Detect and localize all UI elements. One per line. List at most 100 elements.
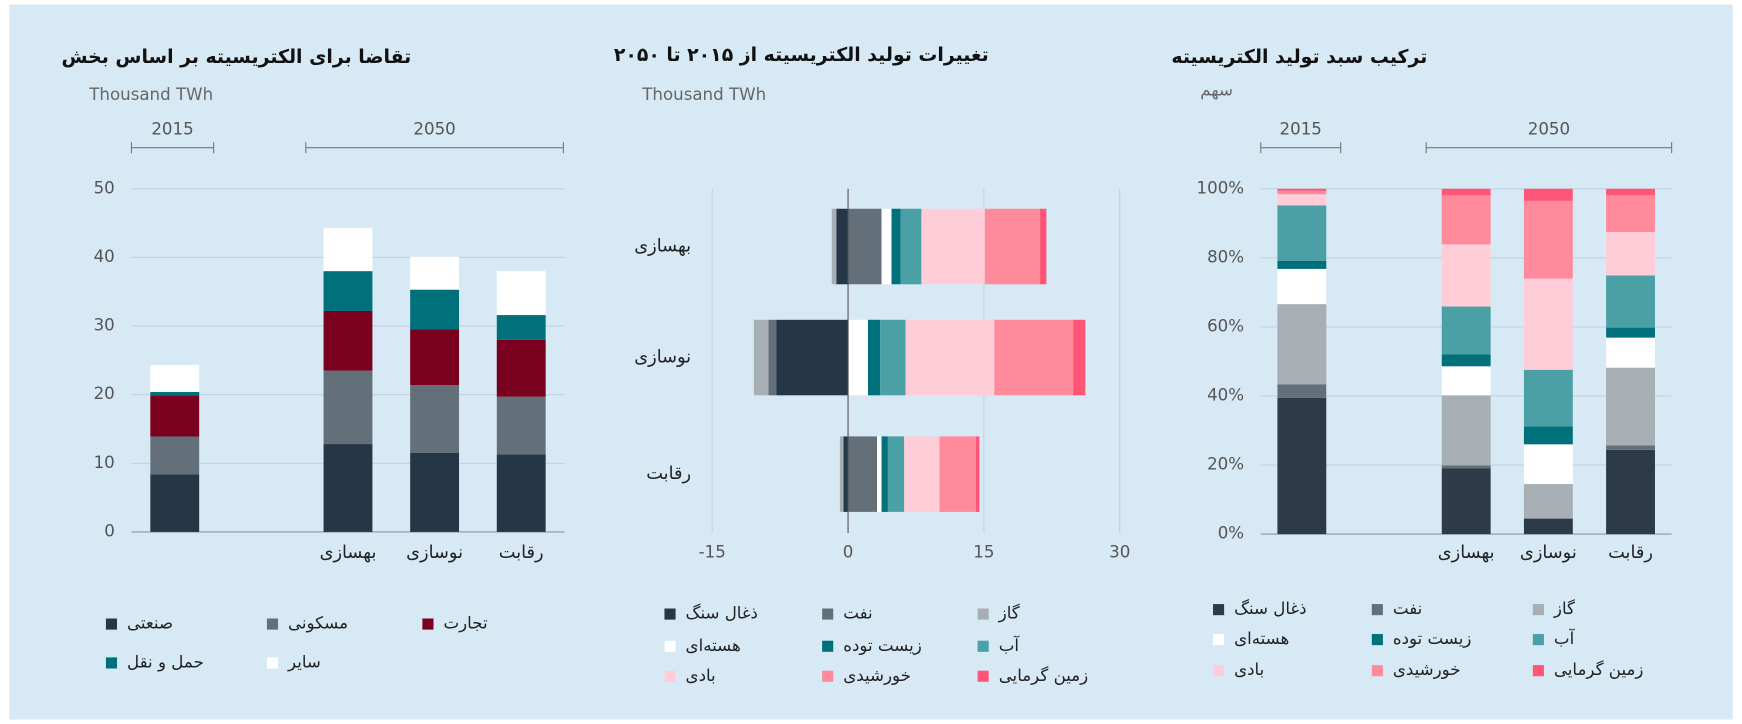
bar-segment <box>1523 369 1573 427</box>
bar-segment <box>839 436 844 512</box>
bar-segment <box>323 310 373 371</box>
legend-label: زمین گرمایی <box>999 666 1089 685</box>
bar-segment <box>410 289 460 330</box>
legend-label: هسته‌ای <box>686 636 741 655</box>
y-tick-label: 100% <box>1197 178 1245 197</box>
x-tick-label: -15 <box>699 542 726 561</box>
group-label: 2015 <box>1280 119 1322 138</box>
bar-segment <box>1606 337 1655 368</box>
legend-marker <box>422 618 434 630</box>
legend-label: زیست توده <box>1393 629 1472 648</box>
bar-segment <box>905 319 995 396</box>
bar-segment <box>831 208 837 285</box>
bar-segment <box>848 319 868 396</box>
y-tick-label: 20% <box>1207 455 1244 474</box>
bar-segment <box>994 319 1074 396</box>
bar-segment <box>921 208 985 285</box>
y-tick-label: 80% <box>1207 247 1244 266</box>
y-tick-label: رقابت <box>646 464 691 484</box>
bar-segment <box>150 395 200 437</box>
bar-segment <box>1277 384 1327 398</box>
legend-marker <box>1213 634 1225 646</box>
legend-label: خورشیدی <box>1393 660 1461 679</box>
bar-segment <box>1441 366 1491 396</box>
legend-marker <box>1371 634 1383 646</box>
bar-segment <box>900 208 922 285</box>
x-tick-label: رقابت <box>1608 543 1653 563</box>
legend-marker <box>977 640 989 652</box>
bar-segment <box>1523 278 1573 370</box>
legend-label: حمل و نقل <box>127 652 204 671</box>
bar-segment <box>768 319 777 396</box>
group-label: 2050 <box>413 119 455 138</box>
bar-segment <box>881 208 892 285</box>
chart-title: ترکیب سبد تولید الکتریسیته <box>1171 46 1427 68</box>
legend-marker <box>1371 604 1383 616</box>
legend-marker <box>977 608 989 620</box>
bar-segment <box>1523 518 1573 535</box>
legend-label: گاز <box>1553 599 1575 618</box>
x-tick-label: 15 <box>973 542 994 561</box>
bar-segment <box>1523 444 1573 485</box>
bar-segment <box>848 436 878 512</box>
bar-segment <box>776 319 849 396</box>
legend-label: گاز <box>998 604 1020 623</box>
bar-segment <box>1277 304 1327 385</box>
legend-label: هسته‌ای <box>1234 629 1289 648</box>
legend-marker <box>1532 634 1544 646</box>
legend-label: خورشیدی <box>843 666 911 685</box>
bar-segment <box>323 370 373 445</box>
x-tick-label: بهسازی <box>320 543 377 563</box>
bar-segment <box>410 256 460 290</box>
y-tick-label: نوسازی <box>634 348 691 368</box>
y-tick-label: 20 <box>94 384 115 403</box>
bar-segment <box>939 436 976 512</box>
legend-marker <box>266 657 279 669</box>
bar-segment <box>1277 260 1327 269</box>
bar-segment <box>843 436 849 512</box>
bar-segment <box>880 319 906 396</box>
bar-segment <box>877 436 882 512</box>
legend-marker <box>664 640 676 652</box>
bar-segment <box>1523 200 1573 279</box>
x-tick-label: 0 <box>843 542 854 561</box>
bar-segment <box>1277 194 1327 206</box>
bar-segment <box>1441 195 1491 245</box>
bar-segment <box>887 436 905 512</box>
legend-label: نفت <box>843 604 872 623</box>
legend-marker <box>105 618 118 630</box>
legend-label: آب <box>1554 627 1576 648</box>
bar-segment <box>1441 465 1491 469</box>
legend-label: ذغال سنگ <box>1234 599 1306 618</box>
bar-segment <box>1606 367 1655 446</box>
legend-label: زیست توده <box>843 636 922 655</box>
bar-segment <box>410 385 460 453</box>
legend-marker <box>1532 604 1544 616</box>
group-label: 2015 <box>151 119 193 138</box>
bar-segment <box>1040 208 1047 285</box>
x-tick-label: نوسازی <box>1520 543 1577 563</box>
x-tick-label: نوسازی <box>406 543 463 563</box>
bar-segment <box>975 436 980 512</box>
y-tick-label: 30 <box>94 316 115 335</box>
legend-label: بادی <box>686 666 716 685</box>
bar-segment <box>1606 188 1655 196</box>
bar-segment <box>1441 306 1491 355</box>
bar-segment <box>1523 426 1573 445</box>
y-tick-label: 40 <box>94 247 115 266</box>
y-tick-label: 0 <box>104 521 115 540</box>
legend-label: تجارت <box>443 614 488 633</box>
legend-marker <box>822 670 834 682</box>
chart-subtitle: Thousand TWh <box>88 85 213 104</box>
bar-segment <box>496 454 546 532</box>
bar-segment <box>496 396 546 455</box>
bar-segment <box>1073 319 1086 396</box>
bar-segment <box>150 436 200 475</box>
bar-segment <box>891 208 901 285</box>
bar-segment <box>753 319 769 396</box>
legend-marker <box>664 670 676 682</box>
y-tick-label: 40% <box>1207 385 1244 404</box>
bar-segment <box>1277 397 1327 535</box>
bar-segment <box>1606 449 1655 535</box>
